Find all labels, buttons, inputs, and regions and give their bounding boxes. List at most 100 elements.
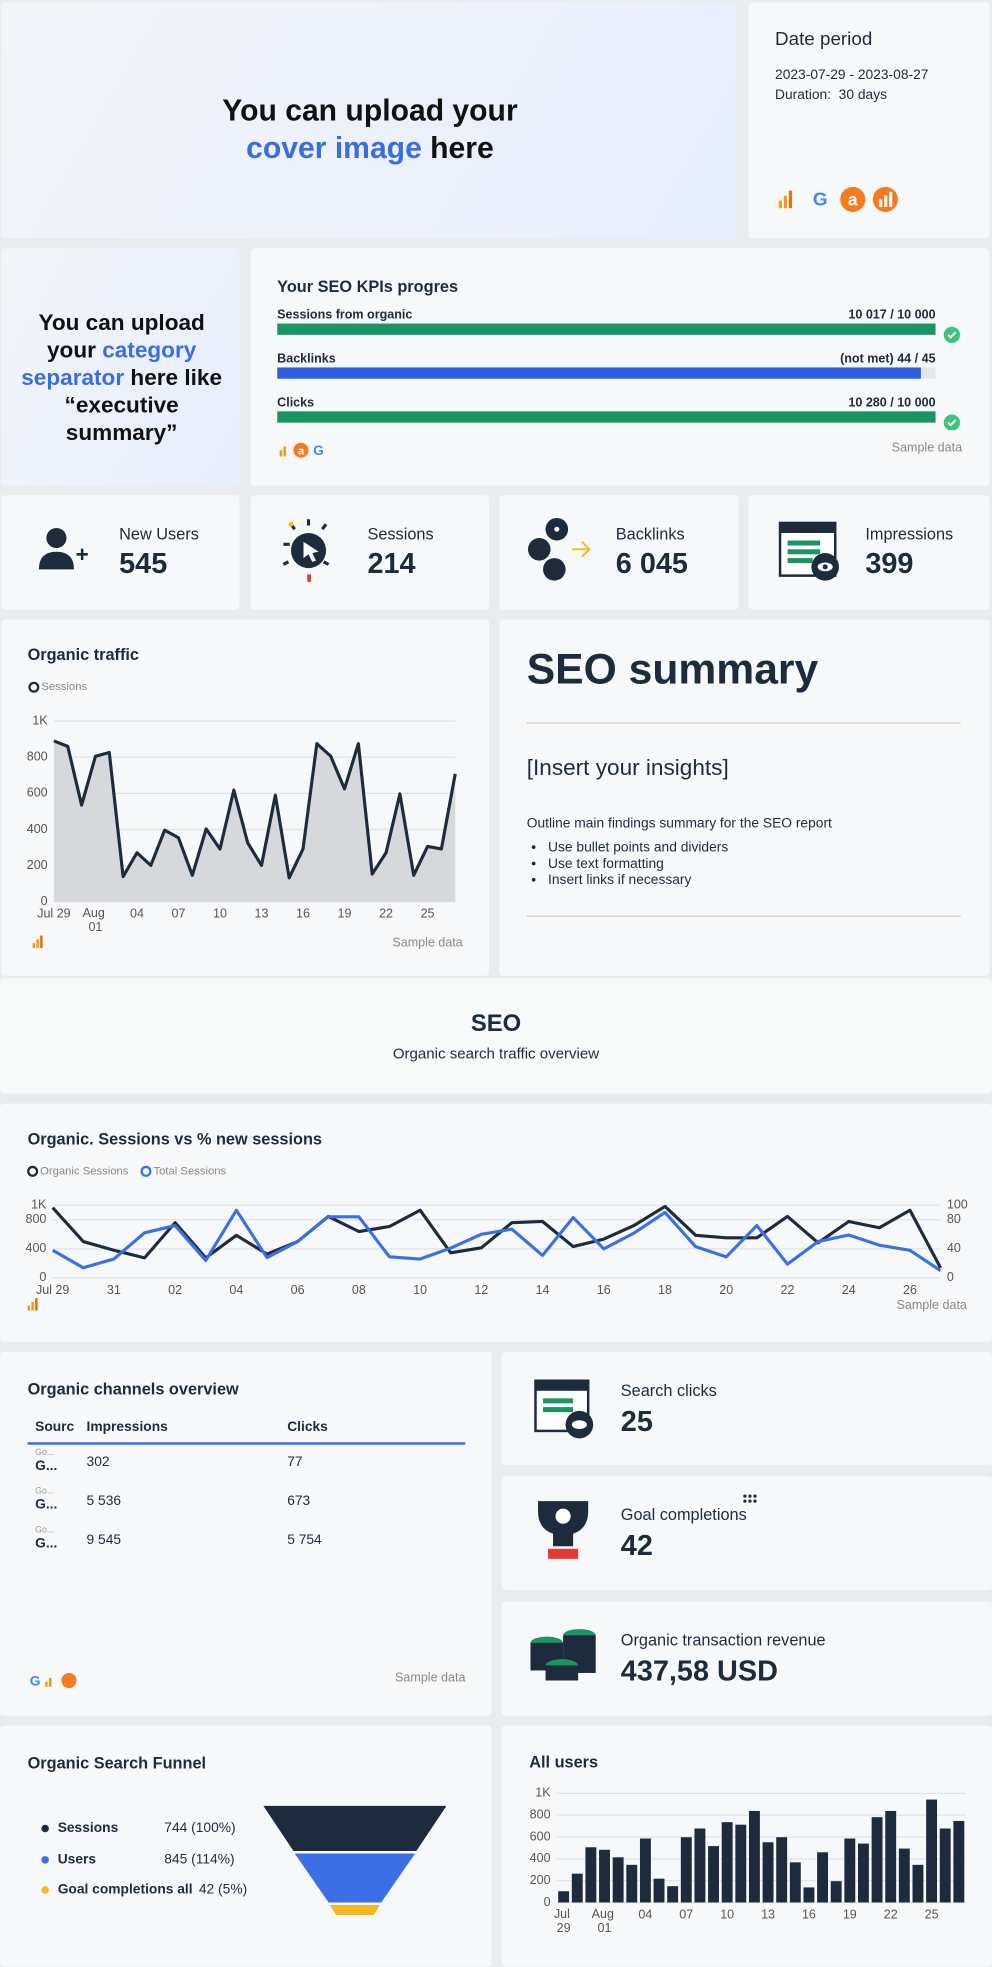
y-tick-label: 600 bbox=[530, 1829, 551, 1843]
x-tick-label: 06 bbox=[291, 1283, 305, 1297]
icon-bar bbox=[32, 943, 36, 949]
dot bbox=[748, 1499, 752, 1503]
x-tick-label: 07 bbox=[171, 907, 185, 921]
svg-text:G: G bbox=[813, 189, 828, 210]
y2-tick-label: 80 bbox=[947, 1212, 961, 1226]
icon-bar bbox=[27, 1305, 31, 1311]
y-tick-label: 400 bbox=[530, 1851, 551, 1865]
x-tick-label: 13 bbox=[255, 907, 269, 921]
scorecard-value: 545 bbox=[119, 546, 168, 580]
x-tick-label: 10 bbox=[213, 907, 227, 921]
section-card bbox=[0, 978, 992, 1094]
icon-bar bbox=[31, 1301, 34, 1311]
scorecard bbox=[250, 495, 490, 610]
bar bbox=[926, 1799, 938, 1903]
y2-tick-label: 100 bbox=[947, 1198, 968, 1212]
legend-label: Sessions bbox=[41, 681, 87, 693]
note: Sample data bbox=[897, 1298, 967, 1312]
y-tick-label: 200 bbox=[27, 858, 48, 872]
summary-bullets: Use bullet points and dividersUse text f… bbox=[525, 840, 728, 889]
svg-text:G: G bbox=[30, 1673, 41, 1688]
x-tick-label: 16 bbox=[296, 907, 310, 921]
chart-title: Organic. Sessions vs % new sessions bbox=[28, 1130, 322, 1148]
x-tick-label: 14 bbox=[536, 1283, 550, 1297]
funnel-title: Organic Search Funnel bbox=[27, 1753, 207, 1773]
x-tick-label: 04 bbox=[638, 1907, 652, 1921]
x-tick-label: 08 bbox=[352, 1283, 366, 1297]
icon-bar bbox=[36, 939, 39, 949]
x-tick-label: 24 bbox=[842, 1283, 856, 1297]
dot bbox=[743, 1494, 747, 1498]
backlinks-icon bbox=[527, 517, 591, 581]
area bbox=[53, 740, 456, 902]
bar bbox=[885, 1810, 897, 1903]
summary-text: Outline main findings summary for the SE… bbox=[526, 816, 832, 832]
icon-bar bbox=[35, 1297, 38, 1311]
bullet: Insert links if necessary bbox=[548, 873, 728, 889]
cell: 9 545 bbox=[86, 1532, 122, 1548]
kpi-card bbox=[250, 248, 990, 486]
source-icons: G bbox=[30, 1672, 77, 1688]
bar bbox=[612, 1857, 624, 1903]
card-label: Goal completions bbox=[620, 1504, 747, 1524]
bar bbox=[653, 1878, 665, 1903]
legend-label: Organic Sessions bbox=[40, 1165, 129, 1177]
date-duration: Duration: 30 days bbox=[775, 87, 888, 103]
cover-card bbox=[1, 2, 738, 239]
cover-line: You can upload your bbox=[222, 94, 518, 128]
svg-text:G: G bbox=[313, 443, 324, 458]
x-tick-label: Aug 01 bbox=[83, 907, 109, 935]
y-tick-label: 1K bbox=[32, 713, 48, 727]
date-title: Date period bbox=[775, 28, 873, 51]
cell: G... bbox=[35, 1458, 58, 1474]
section-subtitle: Organic search traffic overview bbox=[392, 1044, 600, 1063]
bar bbox=[748, 1810, 760, 1903]
bar bbox=[558, 1891, 570, 1903]
x-tick-label: 19 bbox=[338, 907, 352, 921]
y-tick-label: 800 bbox=[530, 1807, 551, 1821]
divider bbox=[526, 722, 961, 724]
kpi-value: 10 017 / 10 000 bbox=[848, 308, 936, 323]
bar bbox=[626, 1864, 638, 1903]
bar bbox=[857, 1843, 869, 1903]
coins-icon bbox=[530, 1629, 596, 1681]
card-label: Organic transaction revenue bbox=[620, 1630, 826, 1650]
bar bbox=[912, 1864, 924, 1903]
card-label: Search clicks bbox=[620, 1380, 717, 1400]
users-icon bbox=[38, 527, 88, 570]
funnel-value: 42 (5%) bbox=[198, 1882, 248, 1898]
x-tick-label: 16 bbox=[597, 1283, 611, 1297]
bar bbox=[953, 1820, 965, 1903]
kpi-bars bbox=[277, 323, 936, 423]
bar bbox=[762, 1842, 774, 1903]
cover-rest: here bbox=[430, 131, 494, 166]
x-tick-label: 13 bbox=[761, 1907, 775, 1921]
legend-marker bbox=[27, 1165, 39, 1177]
x-tick-label: 22 bbox=[781, 1283, 795, 1297]
table-title: Organic channels overview bbox=[27, 1379, 239, 1399]
y-tick-label: 400 bbox=[27, 822, 48, 836]
x-tick-label: Aug 01 bbox=[592, 1907, 618, 1935]
y-tick-label: 0 bbox=[41, 894, 48, 908]
bar bbox=[708, 1846, 719, 1903]
cell: 77 bbox=[287, 1454, 303, 1470]
bar bbox=[830, 1881, 842, 1903]
summary-title: SEO summary bbox=[526, 645, 819, 694]
scorecard-label: New Users bbox=[119, 524, 199, 544]
card-value: 42 bbox=[620, 1528, 653, 1562]
note: Sample data bbox=[891, 441, 963, 456]
column-header: Sourc bbox=[35, 1419, 75, 1435]
date-range: 2023-07-29 - 2023-08-27 bbox=[775, 67, 929, 83]
bar bbox=[680, 1837, 692, 1903]
y-tick-label: 1K bbox=[31, 1198, 47, 1212]
funnel-row: Users 845 (114%) bbox=[41, 1852, 235, 1867]
cover-highlight: cover image bbox=[246, 131, 422, 166]
scorecard-value: 399 bbox=[865, 546, 914, 580]
chart-title: Organic traffic bbox=[28, 646, 139, 664]
bar bbox=[694, 1828, 706, 1903]
y-tick-label: 1K bbox=[535, 1786, 551, 1800]
scorecard-value: 214 bbox=[367, 546, 416, 580]
x-tick-label: 22 bbox=[379, 907, 393, 921]
